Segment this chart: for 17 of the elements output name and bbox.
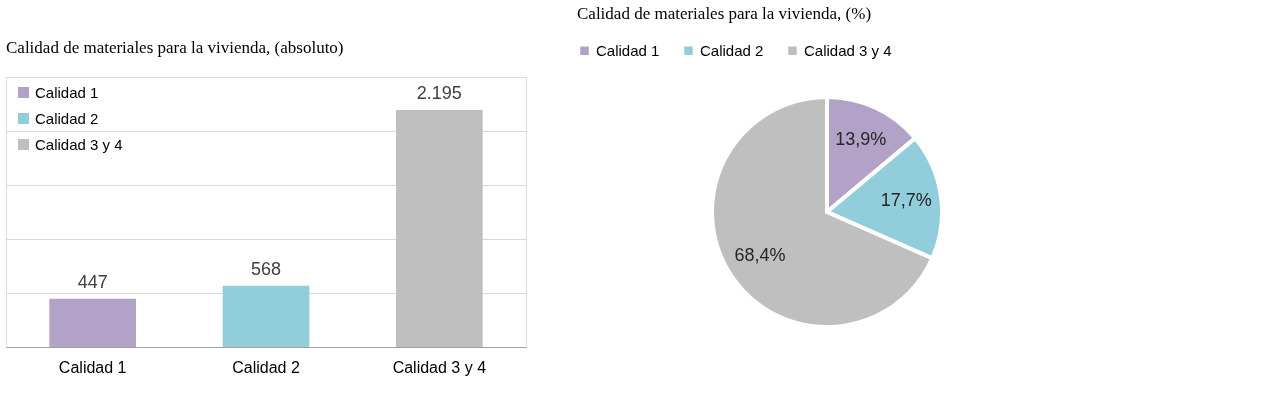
legend-label: Calidad 1 [35, 83, 99, 101]
legend-label: Calidad 2 [35, 109, 99, 127]
data-label: 13,9% [835, 128, 887, 149]
x-tick-label: Calidad 2 [232, 358, 300, 376]
chart-title: Calidad de materiales para la vivienda, (%) [577, 4, 872, 23]
data-label: 17,7% [880, 189, 932, 210]
legend-label: Calidad 3 y 4 [804, 41, 892, 59]
legend-label: Calidad 1 [596, 41, 660, 59]
data-label: 2.195 [416, 82, 462, 103]
data-label: 447 [77, 271, 108, 292]
chart-title: Calidad de materiales para la vivienda, (absoluto) [6, 38, 344, 57]
x-tick-label: Calidad 3 y 4 [392, 358, 487, 376]
legend-label: Calidad 2 [700, 41, 764, 59]
data-label: 68,4% [734, 244, 786, 265]
x-tick-label: Calidad 1 [58, 358, 127, 376]
data-label: 568 [250, 258, 282, 279]
legend-label: Calidad 3 y 4 [35, 135, 123, 153]
